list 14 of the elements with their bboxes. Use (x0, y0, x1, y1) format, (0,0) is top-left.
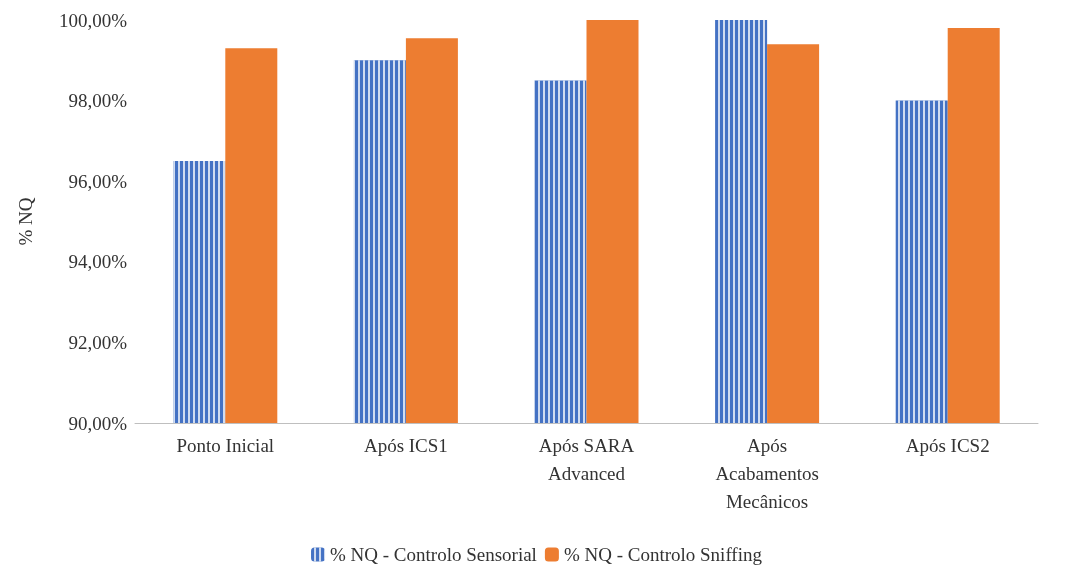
y-tick-label: 96,00% (68, 170, 128, 192)
x-tick-label: Após ICS2 (905, 434, 990, 456)
y-tick-label: 94,00% (68, 251, 128, 273)
x-tick-label: Após SARA Advanced (538, 434, 635, 484)
legend-label: % NQ - Controlo Sniffing (563, 544, 763, 565)
legend-label: % NQ - Controlo Sensorial (330, 544, 537, 565)
y-axis-title: % NQ (15, 197, 36, 246)
y-tick-label: 90,00% (68, 412, 128, 434)
x-tick-label: Após Acabamentos Mecânicos (715, 434, 819, 512)
y-tick-label: 100,00% (58, 9, 128, 31)
y-tick-label: 92,00% (68, 331, 128, 353)
y-tick-label: 98,00% (68, 90, 128, 112)
x-tick-label: Ponto Inicial (176, 434, 275, 456)
x-tick-label: Após ICS1 (363, 434, 448, 456)
